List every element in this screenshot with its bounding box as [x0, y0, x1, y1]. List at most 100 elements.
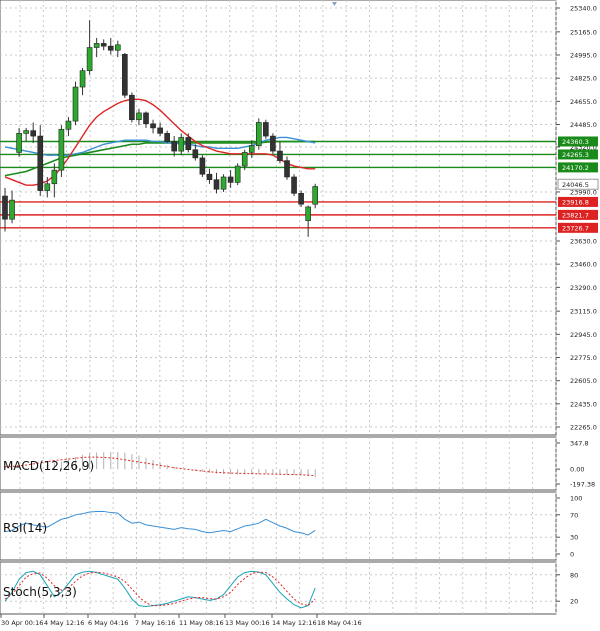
price-tick-label: 25340.0	[570, 5, 597, 13]
time-tick-label: 6 May 04:16	[88, 619, 128, 627]
rsi-line	[4, 510, 316, 536]
candle	[164, 130, 170, 143]
candle-body-up	[248, 145, 255, 153]
candle-body-down	[150, 123, 156, 129]
candle	[171, 136, 177, 157]
candle-body-down	[143, 112, 149, 125]
candle-body-down	[185, 137, 192, 151]
macd-signal-line	[4, 456, 316, 477]
current-price-box	[557, 178, 599, 190]
time-axis: 30 Apr 00:16 4 May 12:16 6 May 04:16 7 May …	[0, 614, 362, 627]
candle	[30, 122, 37, 143]
candle	[93, 37, 100, 58]
price-tick-label: 23990.0	[570, 188, 597, 196]
candle-body-up	[136, 112, 142, 121]
stoch-label: Stoch(5,3,3)	[3, 585, 77, 599]
candle	[58, 125, 65, 177]
candle-body-down	[263, 122, 269, 137]
level-label: 24170.2	[562, 164, 589, 172]
candle-body-down	[192, 149, 199, 159]
candle-body-down	[30, 130, 37, 137]
candle	[157, 122, 163, 137]
candle	[291, 174, 297, 197]
candle	[312, 183, 319, 209]
time-tick-label: 18 May 04:16	[317, 619, 362, 627]
price-tick-label: 24825.0	[570, 75, 597, 83]
candle	[23, 127, 29, 142]
candle	[248, 140, 255, 158]
candle	[122, 52, 128, 98]
candle	[298, 190, 304, 207]
candle-body-down	[107, 45, 114, 51]
candle-body-down	[157, 127, 163, 134]
candle	[86, 20, 93, 75]
macd-tick-label: 347.8	[570, 440, 589, 448]
ma-green-line	[4, 140, 316, 177]
ma-blue-line	[4, 136, 316, 156]
candle-body-up	[305, 206, 311, 221]
rsi-tick-label: 70	[570, 511, 578, 519]
candle-body-up	[241, 152, 248, 167]
level-label-box	[558, 222, 598, 233]
candle	[305, 205, 311, 237]
candle	[241, 149, 248, 171]
candle	[143, 111, 149, 128]
candle-body-up	[115, 44, 121, 51]
stoch-d-line	[4, 571, 316, 607]
candle	[255, 118, 262, 150]
candle	[16, 127, 22, 157]
level-label-box	[558, 149, 598, 160]
time-tick-label: 11 May 08:16	[179, 619, 224, 627]
macd-histogram	[11, 451, 316, 478]
candle	[9, 190, 15, 224]
candle	[234, 163, 241, 186]
price-tick-label: 24485.0	[570, 121, 597, 129]
price-tick-label: 22435.0	[570, 400, 597, 408]
price-tick-label: 22265.0	[570, 424, 597, 432]
candle-body-down	[2, 195, 8, 220]
candle	[129, 92, 135, 123]
candle	[51, 163, 58, 198]
candle	[270, 133, 276, 154]
candle-body-up	[312, 186, 319, 205]
panel-frames	[0, 0, 557, 615]
candle	[107, 37, 114, 55]
candle-body-up	[72, 86, 79, 122]
candle-body-down	[129, 94, 135, 121]
level-label: 24265.3	[562, 151, 589, 159]
candle	[65, 117, 72, 137]
candle	[136, 108, 142, 126]
price-tick-label: 24655.0	[570, 98, 597, 106]
candle	[72, 81, 79, 126]
candle-body-down	[277, 150, 283, 161]
candle	[199, 155, 206, 177]
candle	[115, 40, 121, 58]
panel-rsi	[0, 491, 557, 561]
macd-label: MACD(12,26,9)	[3, 459, 94, 473]
candle-body-up	[58, 128, 65, 171]
rsi-label: RSI(14)	[3, 521, 47, 535]
price-tick-label: 23115.0	[570, 308, 597, 316]
panel-main	[0, 0, 557, 436]
candle	[206, 168, 213, 184]
rsi-tick-label: 0	[570, 551, 574, 559]
candle	[284, 156, 290, 180]
level-label: 24360.3	[562, 138, 589, 146]
candle-body-down	[171, 141, 177, 152]
candle-body-down	[298, 193, 304, 205]
candle-body-up	[86, 47, 93, 71]
candle-body-down	[122, 54, 128, 96]
candle-body-up	[79, 70, 86, 88]
time-tick-label: 30 Apr 00:16	[1, 619, 43, 627]
candle	[192, 144, 199, 161]
candle-body-down	[291, 176, 297, 194]
level-label-box	[558, 162, 598, 173]
candle	[185, 133, 192, 153]
time-tick-label: 14 May 12:16	[272, 619, 317, 627]
candle-body-up	[65, 120, 72, 130]
candle	[100, 39, 107, 51]
candle-body-down	[164, 133, 170, 142]
stoch-tick-label: 80	[570, 571, 578, 579]
time-tick-label: 7 May 16:16	[135, 619, 175, 627]
